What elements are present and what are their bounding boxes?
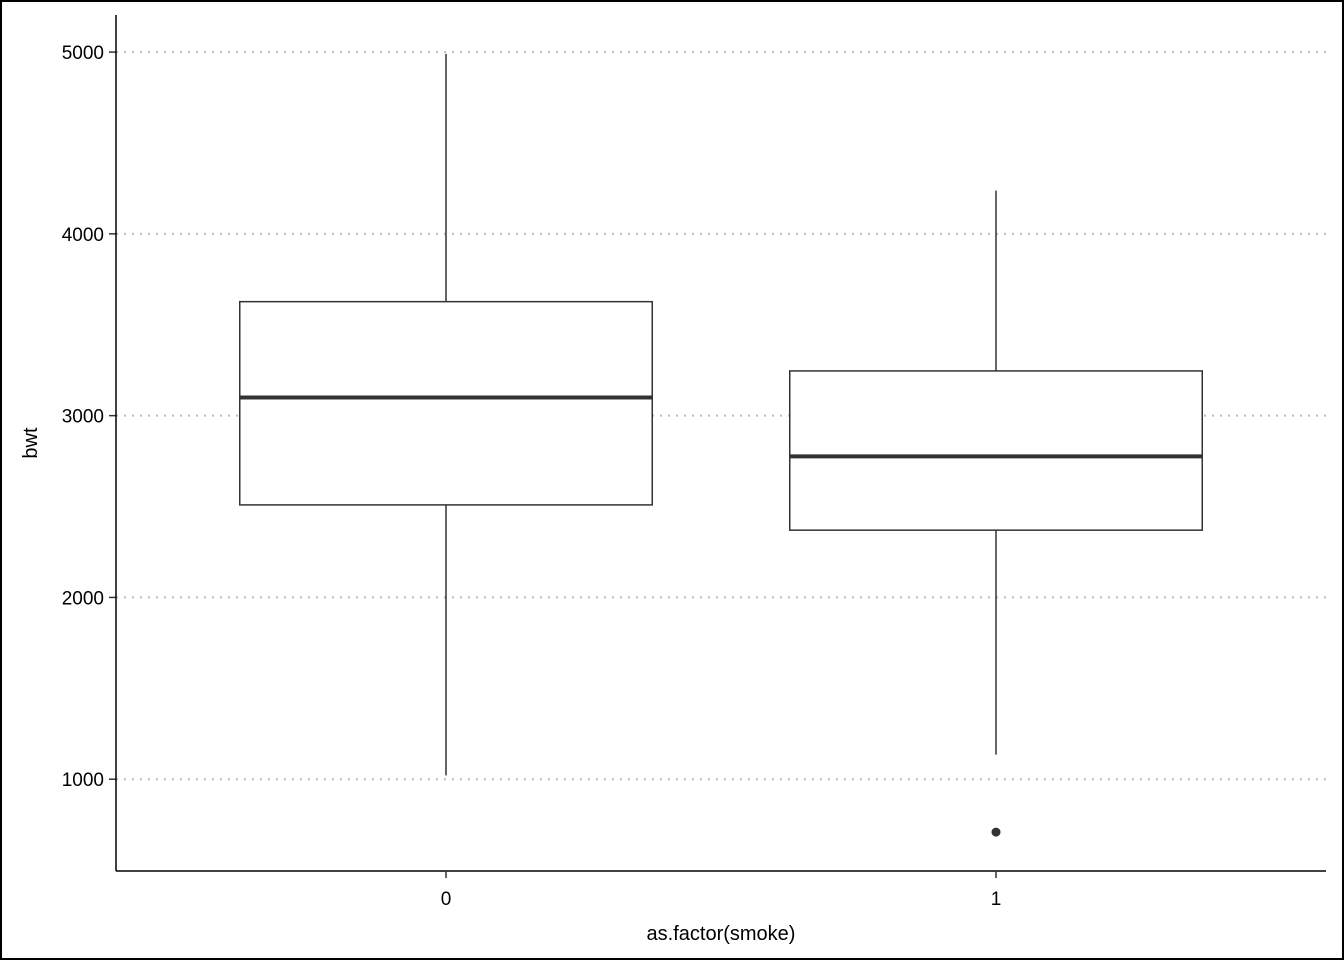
y-tick-label: 1000 xyxy=(62,770,104,791)
y-tick-label: 5000 xyxy=(62,43,104,64)
x-tick-label: 0 xyxy=(441,889,452,910)
x-tick-label: 1 xyxy=(991,889,1002,910)
y-tick-label: 3000 xyxy=(62,407,104,428)
box xyxy=(789,370,1203,531)
outlier xyxy=(991,827,1001,837)
y-tick-label: 4000 xyxy=(62,225,104,246)
x-axis-title: as.factor(smoke) xyxy=(647,923,796,945)
box xyxy=(239,300,653,506)
y-axis-title: bwt xyxy=(20,427,42,459)
y-tick-label: 2000 xyxy=(62,588,104,609)
